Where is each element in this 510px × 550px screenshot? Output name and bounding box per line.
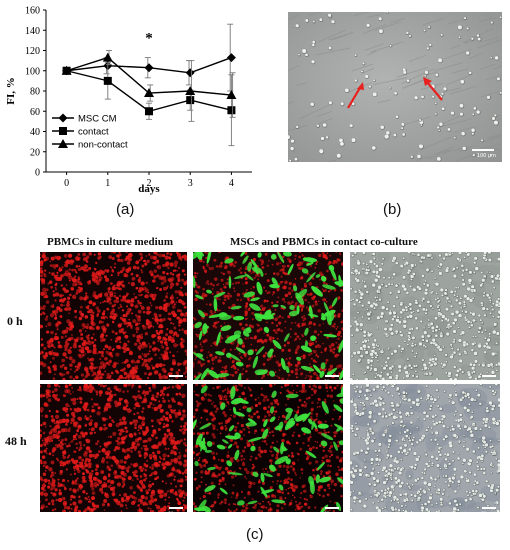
coculture-0h-fluorescence-image: 50 µm	[193, 252, 343, 380]
scale-bar: 50 µm	[168, 507, 183, 512]
panel-a-letter: (a)	[116, 201, 135, 218]
scale-bar-label: 100 µm	[476, 153, 496, 159]
y-tick-label: 140	[25, 26, 40, 37]
legend-marker	[58, 113, 68, 123]
coculture-48h-fluorescence-image: 50 µm	[193, 384, 343, 512]
x-tick-label: 1	[105, 178, 110, 189]
panel-a-chart: 0 20 40 60 80 100 120 140 160 0 1 2 3 4 days FI, % * MSC …	[0, 0, 260, 200]
data-point	[185, 68, 195, 78]
arrow-1-icon	[344, 80, 366, 115]
legend-marker	[59, 127, 67, 135]
y-tick-label: 40	[30, 127, 40, 138]
scale-bar-label: 50 µm	[324, 379, 337, 380]
scale-bar: 50 µm	[324, 375, 339, 380]
y-axis-label: FI, %	[5, 77, 17, 105]
data-point	[226, 90, 237, 100]
series-non-contact	[61, 50, 237, 122]
coculture-0h-brightfield-image: 50 µm	[350, 252, 500, 380]
data-point	[186, 96, 195, 105]
legend-label: contact	[78, 127, 109, 138]
pbmc-medium-48h-image: 50 µm	[40, 384, 187, 512]
y-tick-label: 160	[25, 6, 40, 17]
y-tick-label: 120	[25, 46, 40, 57]
data-point	[227, 106, 236, 115]
data-point	[185, 86, 196, 95]
row-label-0h: 0 h	[7, 314, 23, 328]
x-axis-label: days	[138, 183, 160, 195]
micrograph-texture	[288, 12, 502, 162]
x-tick-label: 2	[147, 178, 152, 189]
y-tick-label: 0	[35, 168, 40, 179]
panel-b-letter: (b)	[383, 201, 402, 218]
legend-label: non-contact	[78, 140, 128, 151]
legend: MSC CM contact non-contact	[52, 113, 128, 151]
data-point	[102, 52, 113, 62]
data-point	[145, 107, 153, 116]
y-tick-label: 20	[30, 147, 40, 158]
x-tick-label: 3	[188, 178, 193, 189]
scale-bar-label: 50 µm	[481, 379, 494, 380]
pbmc-medium-0h-image: 50 µm	[40, 252, 187, 380]
scale-bar	[472, 149, 494, 151]
legend-label: MSC CM	[78, 114, 117, 125]
x-tick-label: 4	[229, 178, 234, 189]
significance-asterisk: *	[145, 30, 153, 46]
scale-bar: 50 µm	[481, 375, 496, 380]
data-point	[226, 53, 236, 63]
data-point	[144, 88, 154, 98]
row-label-48h: 48 h	[5, 434, 27, 448]
panel-c-letter: (c)	[246, 526, 264, 543]
scale-bar-label: 50 µm	[324, 511, 337, 512]
data-point	[144, 63, 154, 73]
scale-bar: 50 µm	[168, 375, 183, 380]
column-title-pbmc-medium: PBMCs in culture medium	[47, 236, 173, 248]
arrow-2-icon	[420, 74, 446, 109]
legend-marker	[58, 139, 68, 148]
scale-bar: 50 µm	[324, 507, 339, 512]
data-point	[103, 76, 112, 85]
y-tick-label: 80	[30, 87, 40, 98]
scale-bar: 50 µm	[481, 507, 496, 512]
y-tick-label: 60	[30, 107, 40, 118]
coculture-48h-brightfield-image: 50 µm	[350, 384, 500, 512]
scale-bar-label: 50 µm	[481, 511, 494, 512]
scale-bar-label: 50 µm	[168, 511, 181, 512]
scale-bar-label: 50 µm	[168, 379, 181, 380]
x-tick-label: 0	[64, 178, 69, 189]
y-tick-label: 100	[25, 66, 40, 77]
column-title-contact-coculture: MSCs and PBMCs in contact co-culture	[230, 236, 418, 248]
fi-line-chart: 0 20 40 60 80 100 120 140 160 0 1 2 3 4 days FI, % * MSC …	[5, 6, 252, 195]
panel-b-micrograph: 100 µm	[288, 12, 502, 162]
data-point	[61, 65, 72, 75]
